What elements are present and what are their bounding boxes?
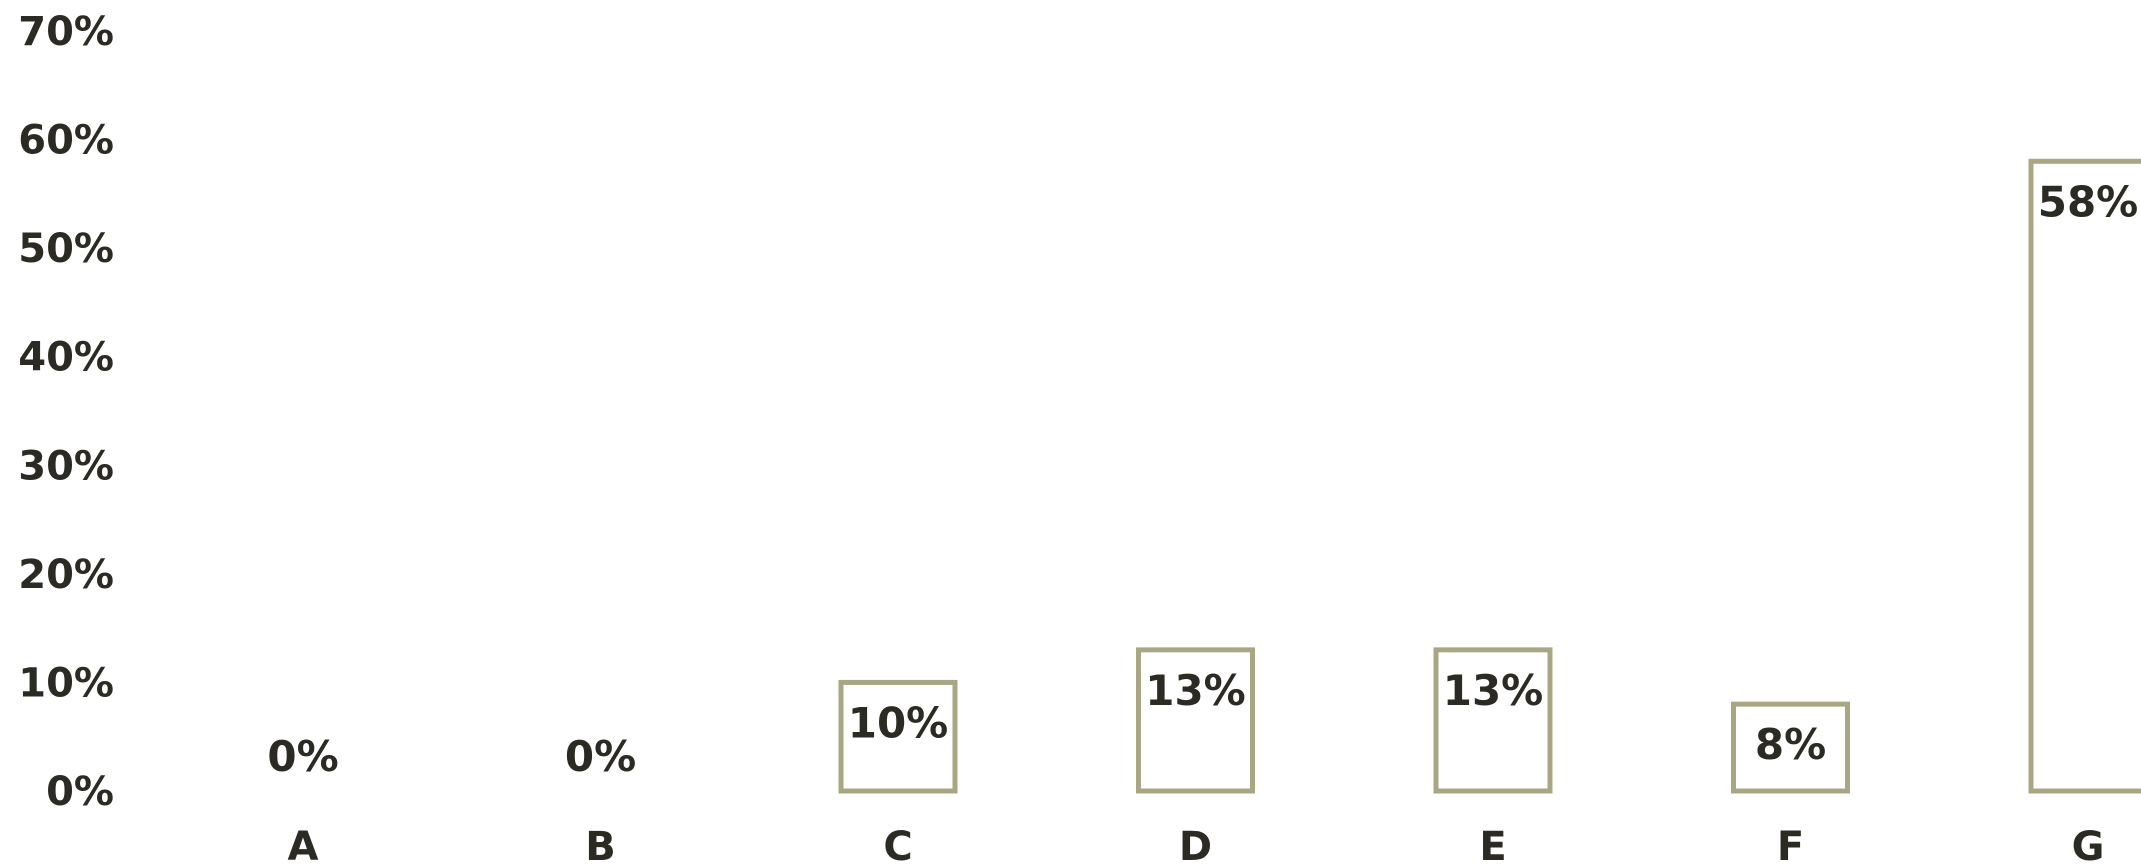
x-tick-label-f: F bbox=[1777, 824, 1804, 864]
y-tick-label: 50% bbox=[18, 226, 114, 272]
x-tick-label-a: A bbox=[288, 824, 319, 864]
bars bbox=[838, 158, 2141, 794]
bar-g bbox=[2028, 158, 2141, 794]
data-label-e: 13% bbox=[1443, 666, 1544, 715]
bar-e bbox=[1433, 647, 1553, 794]
y-tick-label: 10% bbox=[18, 660, 114, 706]
y-axis-ticks: 0% 10% 20% 30% 40% 50% 60% 70% bbox=[18, 9, 114, 815]
data-labels: 0% 0% 10% 13% 13% 8% 58% bbox=[267, 177, 2138, 781]
x-tick-label-g: G bbox=[2072, 824, 2105, 864]
x-tick-label-d: D bbox=[1179, 824, 1212, 864]
data-label-d: 13% bbox=[1145, 666, 1246, 715]
x-tick-label-c: C bbox=[883, 824, 912, 864]
x-axis-categories: A B C D E F G bbox=[288, 824, 2105, 864]
y-tick-label: 60% bbox=[18, 118, 114, 164]
bar-f bbox=[1731, 701, 1850, 794]
bar-d bbox=[1136, 647, 1255, 794]
x-tick-label-e: E bbox=[1479, 824, 1506, 864]
data-label-c: 10% bbox=[848, 698, 949, 747]
data-label-g: 58% bbox=[2038, 177, 2139, 226]
data-label-a: 0% bbox=[267, 732, 338, 781]
data-label-b: 0% bbox=[565, 732, 636, 781]
y-tick-label: 70% bbox=[18, 9, 114, 55]
data-label-f: 8% bbox=[1755, 720, 1826, 769]
bar-c bbox=[838, 679, 958, 794]
y-tick-label: 40% bbox=[18, 335, 114, 381]
y-tick-label: 0% bbox=[46, 769, 114, 815]
y-tick-label: 30% bbox=[18, 443, 114, 489]
y-tick-label: 20% bbox=[18, 552, 114, 598]
x-tick-label-b: B bbox=[585, 824, 616, 864]
